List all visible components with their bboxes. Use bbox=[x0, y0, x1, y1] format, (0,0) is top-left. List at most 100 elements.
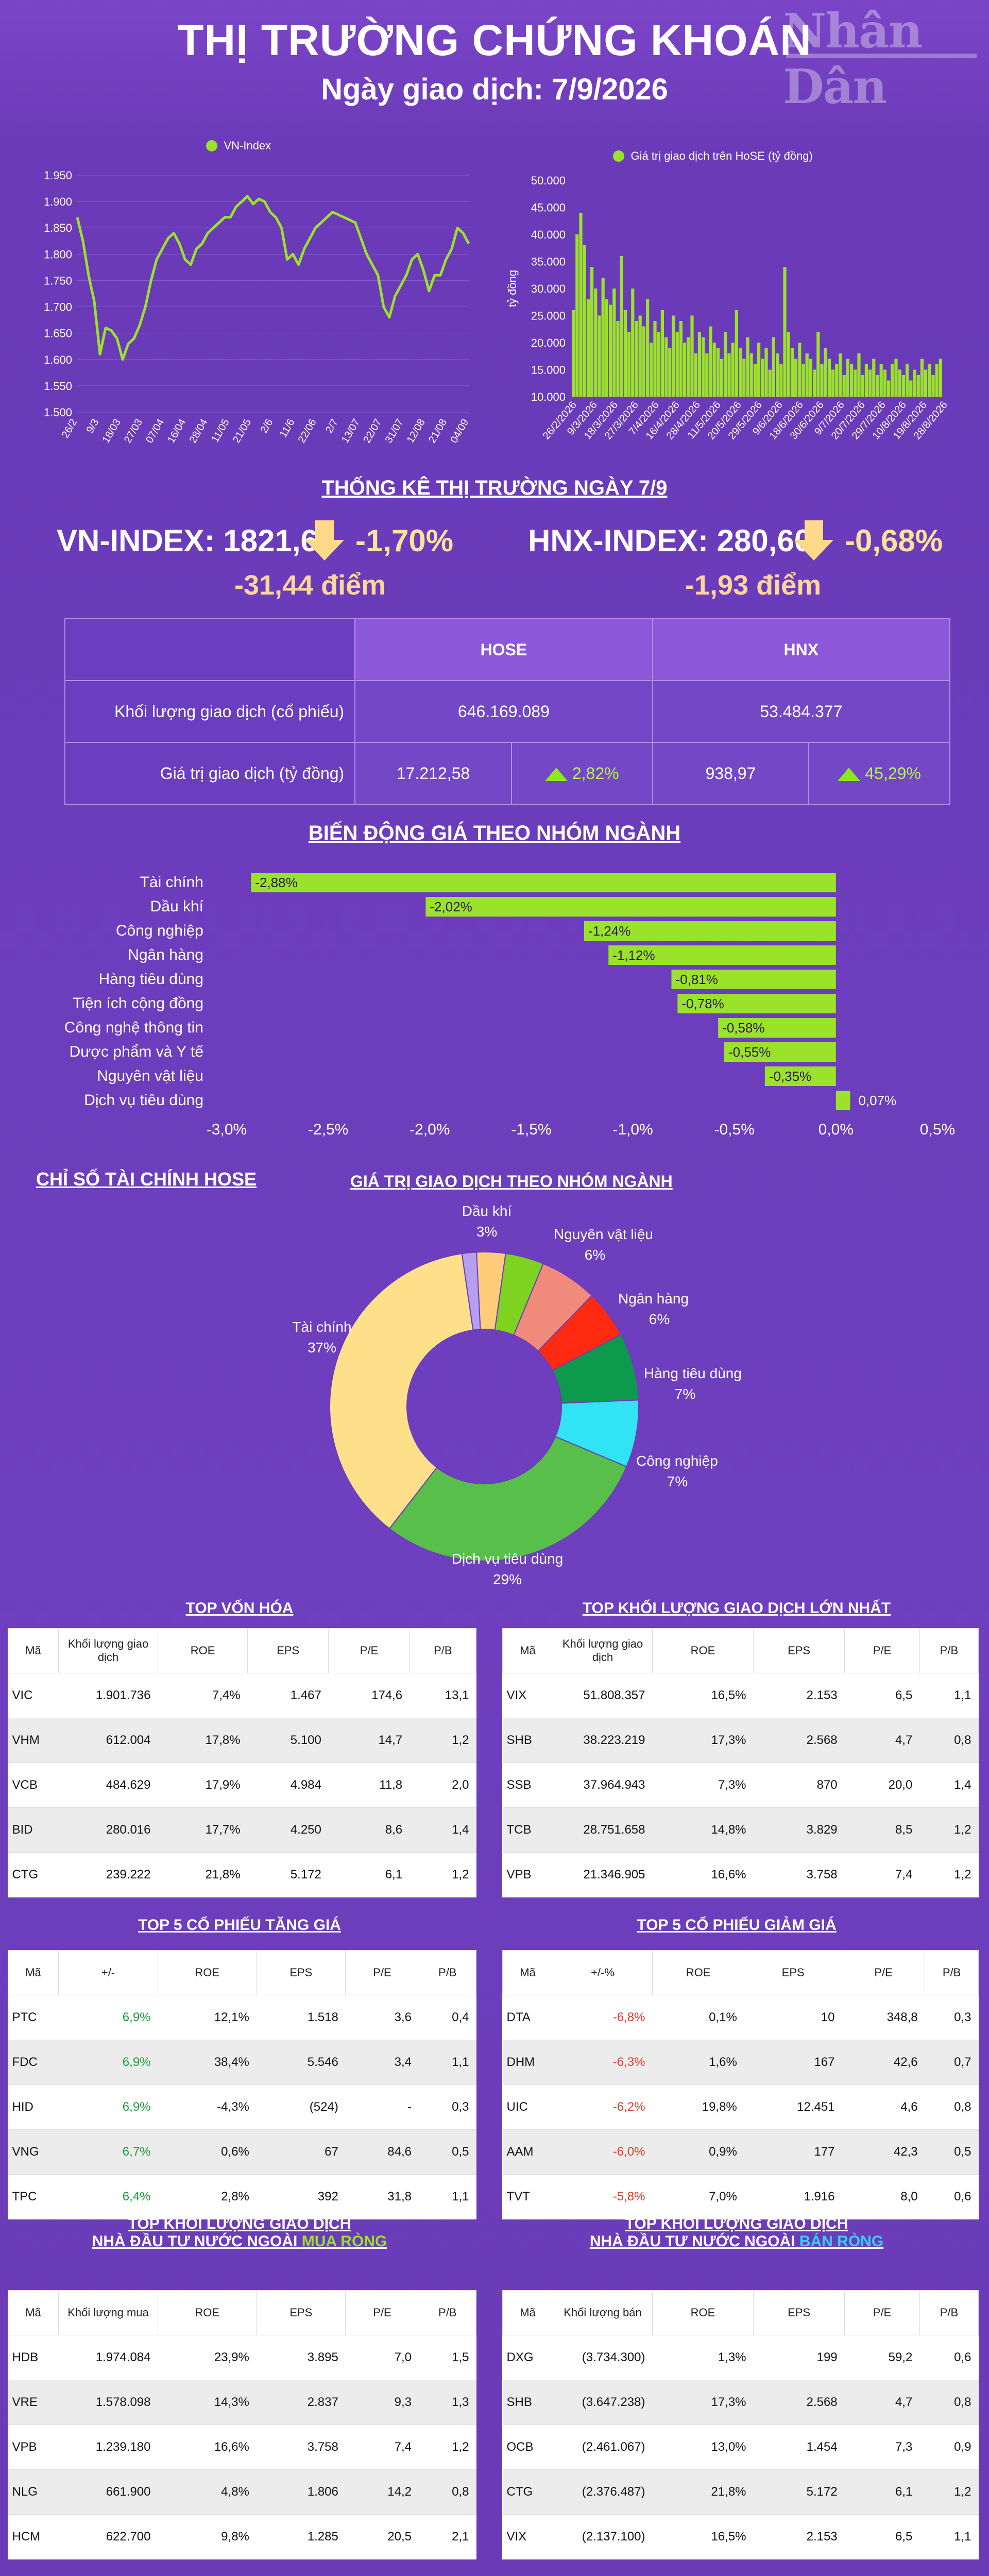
pie-slice-pct: 7% bbox=[667, 1473, 688, 1489]
table-cell: 38,4% bbox=[158, 2040, 257, 2085]
y-tick-label: 1.950 bbox=[44, 169, 72, 182]
table-cell: 14,7 bbox=[328, 1718, 410, 1763]
pie-slice bbox=[461, 1251, 481, 1331]
table-cell: (524) bbox=[256, 2084, 346, 2130]
column-header: P/B bbox=[925, 1950, 979, 1995]
table-cell: 1,2 bbox=[410, 1718, 476, 1763]
hose-value-bar bbox=[872, 359, 876, 397]
hose-value-bar bbox=[631, 289, 635, 397]
hose-value-bar bbox=[694, 353, 697, 397]
hose-value-legend: Giá trị giao dịch trên HoSE (tỷ đồng) bbox=[613, 149, 813, 163]
hnxindex-points: -1,93 điểm bbox=[685, 570, 822, 601]
ticker-cell: UIC bbox=[502, 2084, 553, 2130]
table-cell: 0,1% bbox=[652, 1995, 744, 2040]
ticker-cell: VRE bbox=[8, 2380, 59, 2425]
y-tick-label: 30.000 bbox=[531, 282, 566, 295]
hose-value-bar bbox=[928, 364, 931, 397]
hose-value-bar bbox=[798, 343, 802, 397]
table-cell: 0,7 bbox=[925, 2040, 979, 2085]
table-cell: 4,6 bbox=[842, 2084, 925, 2130]
table-cell: 0,8 bbox=[919, 1718, 979, 1763]
hose-value-bar bbox=[809, 359, 812, 397]
hose-value-bar bbox=[876, 375, 879, 397]
hose-value-bar bbox=[623, 310, 627, 397]
hose-value-bar bbox=[672, 315, 675, 397]
table-cell: 7,0% bbox=[652, 2174, 744, 2219]
hose-value-bar bbox=[753, 364, 757, 397]
x-tick-label: -3,0% bbox=[207, 1121, 247, 1138]
table-cell: 280.016 bbox=[58, 1807, 158, 1853]
x-tick-label: 2/7 bbox=[323, 417, 340, 435]
table-cell: 5.172 bbox=[247, 1852, 329, 1897]
table-header-row: Mã Khối lượng bán ROE EPS P/E P/B bbox=[502, 2290, 979, 2335]
ticker-cell: CTG bbox=[502, 2469, 553, 2515]
column-header: EPS bbox=[256, 2290, 346, 2335]
bar-value-label: 0,07% bbox=[858, 1093, 896, 1108]
table-cell: 10 bbox=[744, 1995, 842, 2040]
table-cell: 1,1 bbox=[419, 2040, 476, 2085]
x-tick-label: 11/6 bbox=[278, 417, 297, 439]
y-tick-label: 1.550 bbox=[44, 380, 72, 393]
table-row: HCM 622.700 9,8% 1.285 20,5 2,1 bbox=[8, 2514, 476, 2560]
hose-value-bar bbox=[868, 369, 872, 397]
table-cell: 1,2 bbox=[919, 1807, 979, 1853]
table-cell: 17,3% bbox=[652, 1718, 754, 1763]
hose-value-bar bbox=[590, 267, 594, 397]
hose-value-bar bbox=[746, 337, 749, 397]
row-value-label: Giá trị giao dịch (tỷ đồng) bbox=[64, 742, 356, 805]
ticker-cell: NLG bbox=[8, 2469, 59, 2515]
top-gain-table: Mã +/- ROE EPS P/E P/B PTC 6,9% 12,1% 1.518 3,6 0,4… bbox=[8, 1950, 477, 2219]
ticker-cell: DTA bbox=[502, 1995, 553, 2040]
top-lose-table: Mã +/-% ROE EPS P/E P/B DTA -6,8% 0,1% 10 348,8 0,3… bbox=[502, 1950, 979, 2219]
table-cell: 4,7 bbox=[844, 2380, 920, 2425]
column-header: ROE bbox=[652, 1950, 745, 1995]
table-cell: 8,5 bbox=[844, 1807, 920, 1853]
hose-value-bar bbox=[761, 359, 764, 397]
table-cell: 59,2 bbox=[844, 2335, 920, 2380]
table-row: DXG (3.734.300) 1,3% 199 59,2 0,6 bbox=[502, 2335, 979, 2380]
pie-slice-pct: 37% bbox=[308, 1340, 336, 1355]
hose-value-bar bbox=[913, 369, 916, 397]
y-tick-label: 10.000 bbox=[531, 391, 566, 403]
bar-value-label: -0,81% bbox=[675, 972, 718, 987]
pie-slice-label: Dịch vụ tiêu dùng bbox=[452, 1551, 563, 1567]
sell-title-line1: TOP KHỐI LƯỢNG GIAO DỊCH bbox=[625, 2215, 848, 2232]
table-cell: 9,3 bbox=[345, 2380, 419, 2425]
column-header: P/E bbox=[345, 2290, 419, 2335]
table-cell: 2.568 bbox=[753, 1718, 845, 1763]
hnx-value-pct: 45,29% bbox=[865, 764, 921, 783]
sector-bar bbox=[671, 970, 836, 989]
table-cell: 16,5% bbox=[652, 1673, 754, 1718]
table-row: VCB 484.629 17,9% 4.984 11,8 2,0 bbox=[8, 1762, 476, 1808]
table-cell: 0,6 bbox=[925, 2174, 979, 2219]
y-tick-label: 50.000 bbox=[531, 174, 566, 187]
ticker-cell: VCB bbox=[8, 1762, 59, 1808]
hose-volume: 646.169.089 bbox=[354, 680, 653, 743]
x-tick-label: 27/03 bbox=[122, 417, 145, 445]
hose-value-bar bbox=[854, 369, 857, 397]
hose-value-bar bbox=[835, 364, 839, 397]
hose-value-bar bbox=[727, 353, 731, 397]
x-tick-label: 18/03 bbox=[100, 417, 123, 445]
hose-value-bar bbox=[735, 310, 738, 397]
buy-title-line1: TOP KHỐI LƯỢNG GIAO DỊCH bbox=[128, 2215, 351, 2232]
table-cell: 14,8% bbox=[652, 1807, 754, 1853]
ticker-cell: HID bbox=[8, 2084, 59, 2130]
top-gain-title: TOP 5 CỔ PHIẾU TĂNG GIÁ bbox=[138, 1917, 341, 1934]
sector-bar bbox=[718, 1018, 836, 1038]
hose-value-bar bbox=[749, 353, 753, 397]
table-cell: 0,3 bbox=[925, 1995, 979, 2040]
pie-slice bbox=[329, 1253, 474, 1530]
hose-value-bar bbox=[594, 289, 598, 397]
table-cell: 9,8% bbox=[158, 2514, 257, 2560]
hose-value-bar bbox=[787, 332, 790, 397]
table-row: PTC 6,9% 12,1% 1.518 3,6 0,4 bbox=[8, 1995, 476, 2040]
table-cell: 67 bbox=[256, 2129, 346, 2175]
ticker-cell: DHM bbox=[502, 2040, 553, 2085]
financial-heading: CHỈ SỐ TÀI CHÍNH HOSE bbox=[36, 1168, 257, 1190]
category-label: Ngân hàng bbox=[128, 946, 203, 963]
vnindex-value: VN-INDEX: 1821,64 bbox=[57, 523, 335, 558]
empty-cell bbox=[64, 618, 356, 681]
hose-value-bar bbox=[742, 359, 746, 397]
table-cell: -6,3% bbox=[553, 2040, 653, 2085]
